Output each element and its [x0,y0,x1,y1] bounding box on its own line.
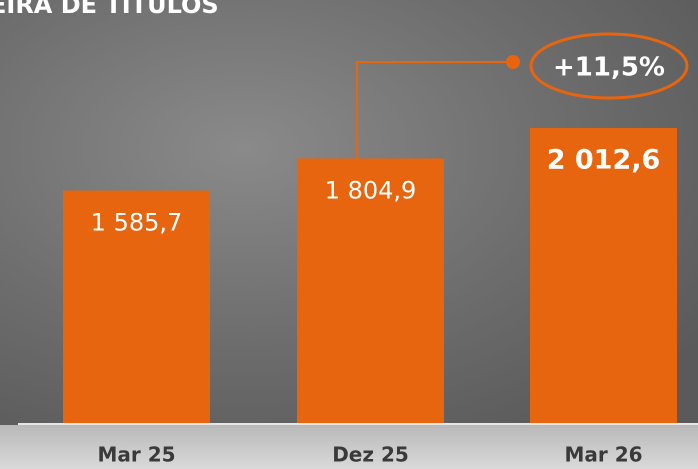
connector [356,61,513,159]
floor [0,425,698,469]
bar [530,128,677,423]
annotation: +11,5% [553,53,665,83]
x-tick-label: Dez 25 [332,443,409,467]
chart-title: EIRA DE TITULOS [0,0,219,19]
value-label: 2 012,6 [547,145,661,176]
bar [63,190,210,423]
value-label: 1 585,7 [91,209,183,237]
x-tick-label: Mar 26 [564,443,642,467]
bar [297,158,444,423]
x-tick-label: Mar 25 [97,443,175,467]
connector-dot [506,55,520,69]
annotation-ring [529,32,689,100]
value-label: 1 804,9 [325,176,417,204]
